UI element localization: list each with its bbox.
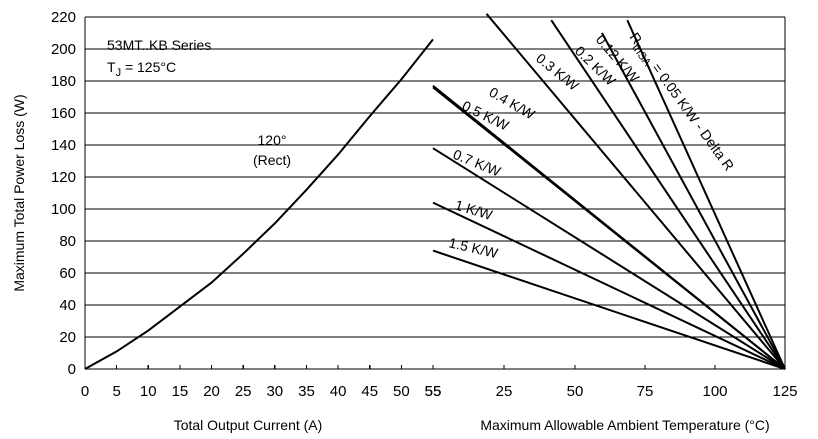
x-axis-label-left: Total Output Current (A) xyxy=(174,417,323,433)
x-tick-label-left: 20 xyxy=(203,383,220,400)
series-label-7: 1 K/W xyxy=(453,197,495,224)
legend-temp: TJ = 125°C xyxy=(107,59,176,79)
x-tick-label-left: 0 xyxy=(81,383,89,400)
x-tick-label-left: 25 xyxy=(235,383,252,400)
series-line-8 xyxy=(432,249,786,370)
x-tick-label-left: 30 xyxy=(266,383,283,400)
legend-temp-tail: = 125°C xyxy=(121,59,176,75)
x-tick-label-left: 55 xyxy=(425,383,442,400)
series-label-rect: (Rect) xyxy=(253,152,291,168)
x-tick-label-right: 75 xyxy=(637,383,654,400)
series-line-2 xyxy=(550,19,786,370)
rthsa-tail: = 0.05 K/W - Delta R xyxy=(647,57,738,174)
x-tick-label-right: 55 xyxy=(425,383,442,400)
series-line-3 xyxy=(485,13,786,370)
series-line-5 xyxy=(432,85,786,370)
series-label-120: 120° xyxy=(258,132,287,148)
series-layer xyxy=(84,13,786,370)
x-tick-label-right: 50 xyxy=(567,383,584,400)
y-axis-label: Maximum Total Power Loss (W) xyxy=(11,94,27,291)
y-tick-label: 160 xyxy=(51,105,76,122)
x-tick-label-left: 45 xyxy=(361,383,378,400)
x-tick-label-right: 125 xyxy=(772,383,797,400)
x-axis-label-right: Maximum Allowable Ambient Temperature (°… xyxy=(480,417,769,433)
y-tick-label: 80 xyxy=(59,233,76,250)
series-line-7 xyxy=(432,201,786,370)
legend-temp-sub: J xyxy=(116,67,122,79)
y-tick-label: 0 xyxy=(68,361,76,378)
x-tick-label-left: 40 xyxy=(330,383,347,400)
y-tick-label: 40 xyxy=(59,297,76,314)
x-tick-label-left: 10 xyxy=(140,383,157,400)
series-curve-120-rect xyxy=(84,38,434,370)
x-tick-label-right: 25 xyxy=(496,383,513,400)
label-layer: Maximum Total Power Loss (W) Total Output… xyxy=(11,29,770,433)
y-tick-label: 200 xyxy=(51,41,76,58)
x-tick-label-left: 5 xyxy=(112,383,120,400)
series-line-6 xyxy=(432,147,786,370)
y-tick-label: 140 xyxy=(51,137,76,154)
x-tick-label-right: 100 xyxy=(702,383,727,400)
series-label-6: 0.7 K/W xyxy=(451,146,504,180)
y-tick-label: 220 xyxy=(51,9,76,26)
y-tick-label: 60 xyxy=(59,265,76,282)
y-tick-label: 100 xyxy=(51,201,76,218)
series-line-1 xyxy=(601,32,786,370)
y-tick-label: 20 xyxy=(59,329,76,346)
series-line-0 xyxy=(626,19,786,370)
legend-temp-main: T xyxy=(107,59,116,75)
y-tick-label: 120 xyxy=(51,169,76,186)
legend-series-name: 53MT..KB Series xyxy=(107,37,211,53)
axis-layer: 0 20 40 60 80 100 120 140 160 180 200 220 0 5 10 15 20 25… xyxy=(51,9,798,400)
x-tick-label-left: 35 xyxy=(298,383,315,400)
x-tick-label-left: 15 xyxy=(172,383,189,400)
y-tick-label: 180 xyxy=(51,73,76,90)
x-tick-label-left: 50 xyxy=(393,383,410,400)
